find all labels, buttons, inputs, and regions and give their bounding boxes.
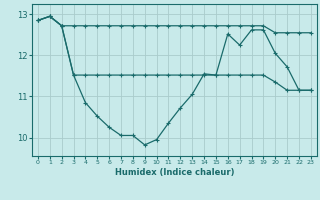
X-axis label: Humidex (Indice chaleur): Humidex (Indice chaleur) — [115, 168, 234, 177]
